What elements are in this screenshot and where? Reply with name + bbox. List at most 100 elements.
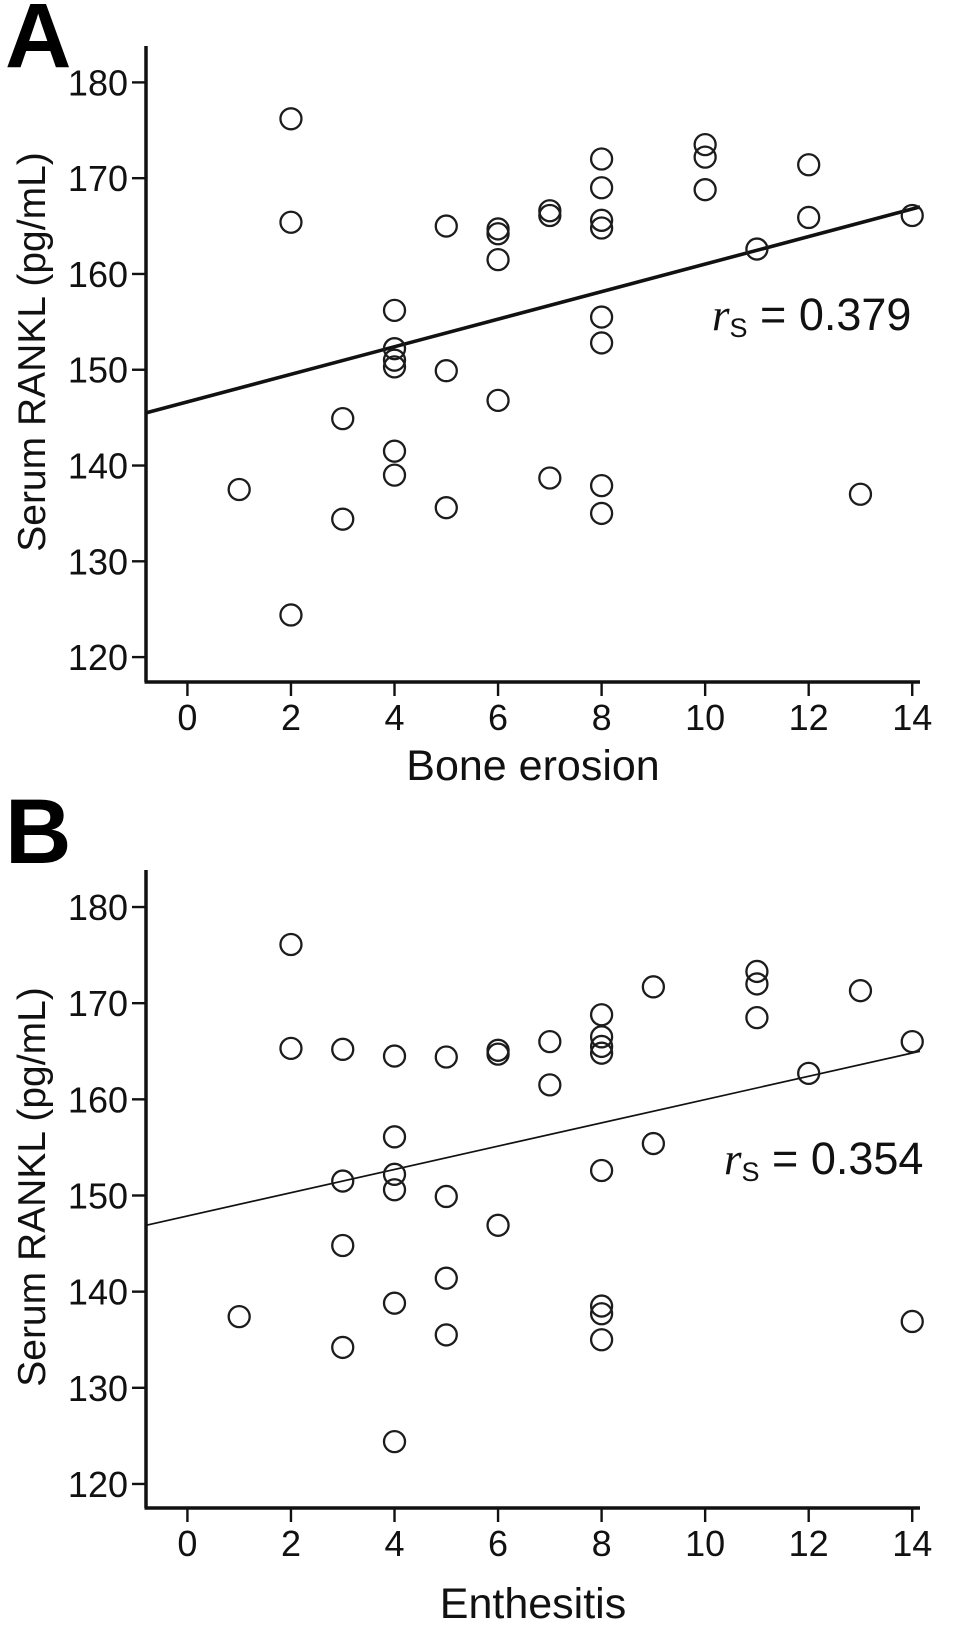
data-point <box>900 1029 924 1054</box>
data-point <box>538 1029 562 1054</box>
y-tick-label: 150 <box>68 1175 128 1216</box>
x-tick-label: 0 <box>177 697 197 738</box>
panel-b-letter: B <box>5 781 72 883</box>
x-tick-label: 4 <box>384 1523 404 1564</box>
panel-b-y-axis-label: Serum RANKL (pg/mL) <box>11 987 54 1387</box>
data-point <box>331 507 355 531</box>
data-point <box>382 1291 407 1315</box>
panel-a-rs-value: = 0.379 <box>747 289 912 340</box>
panel-a-rs-sub: S <box>729 312 748 343</box>
data-point <box>486 247 510 272</box>
data-point <box>382 439 407 463</box>
data-point <box>538 1073 562 1097</box>
y-tick-label: 170 <box>68 158 128 199</box>
data-point <box>693 145 717 169</box>
x-tick-label: 8 <box>592 1523 612 1564</box>
data-point <box>641 1131 666 1156</box>
x-tick-label: 2 <box>281 1523 301 1564</box>
data-point <box>331 1037 355 1061</box>
data-point <box>486 388 510 413</box>
data-point <box>382 348 407 372</box>
data-point <box>486 222 510 246</box>
data-point <box>745 237 769 261</box>
data-point <box>797 1061 821 1086</box>
x-tick-label: 0 <box>177 1523 197 1564</box>
data-point <box>589 473 614 498</box>
x-tick-label: 10 <box>685 1523 725 1564</box>
data-point <box>279 210 303 234</box>
x-tick-label: 14 <box>892 697 932 738</box>
data-point <box>745 972 769 996</box>
data-point <box>745 959 769 984</box>
data-point <box>848 482 873 506</box>
panel-b-plot: 120 130 140 150 160 170 180 0 2 4 6 8 10 12 14 <box>68 870 932 1564</box>
data-point <box>538 466 562 490</box>
data-point <box>589 331 614 355</box>
data-point <box>589 147 614 171</box>
data-point <box>589 1025 614 1049</box>
y-tick-label: 170 <box>68 983 128 1024</box>
x-tick-label: 4 <box>384 697 404 738</box>
x-tick-label: 14 <box>892 1523 932 1564</box>
panel-b-x-axis-label: Enthesitis <box>439 1580 627 1628</box>
regression-line <box>145 1050 921 1227</box>
x-tick-label: 6 <box>488 1523 508 1564</box>
data-point <box>382 1178 407 1202</box>
panel-a-letter: A <box>5 0 72 87</box>
data-point <box>589 176 614 200</box>
data-point <box>331 406 355 431</box>
data-point <box>227 1304 251 1329</box>
data-point <box>900 203 924 228</box>
data-point <box>589 501 614 526</box>
panel-b-rs-sub: S <box>741 1156 760 1187</box>
data-point <box>486 1042 510 1066</box>
y-tick-label: 140 <box>68 446 128 487</box>
x-tick-label: 2 <box>281 697 301 738</box>
y-tick-label: 180 <box>68 62 128 103</box>
data-point <box>434 496 458 520</box>
data-point <box>279 603 303 627</box>
data-point <box>797 205 821 230</box>
data-point <box>589 1302 614 1326</box>
data-point <box>382 1430 407 1454</box>
data-point <box>434 1323 458 1347</box>
data-point <box>331 1169 355 1193</box>
data-point <box>434 1184 458 1209</box>
data-point <box>589 1328 614 1352</box>
panel-b-rs-value: = 0.354 <box>759 1133 924 1184</box>
y-tick-label: 130 <box>68 1368 128 1409</box>
data-point <box>382 355 407 379</box>
data-point <box>589 1158 614 1183</box>
data-point <box>279 107 303 131</box>
data-point <box>382 298 407 323</box>
x-tick-label: 12 <box>789 1523 829 1564</box>
data-point <box>331 1335 355 1360</box>
data-point <box>434 359 458 383</box>
data-point <box>382 1044 407 1068</box>
data-point <box>641 975 666 999</box>
data-point <box>848 979 873 1003</box>
panel-a-y-axis-label: Serum RANKL (pg/mL) <box>11 152 54 552</box>
data-point <box>589 208 614 232</box>
y-tick-label: 130 <box>68 541 128 582</box>
data-point <box>797 153 821 177</box>
y-tick-label: 120 <box>68 637 128 678</box>
y-tick-label: 180 <box>68 887 128 928</box>
x-tick-label: 8 <box>592 697 612 738</box>
panel-b-correlation-annotation: rS = 0.354 <box>724 1136 923 1186</box>
data-point <box>589 1041 614 1065</box>
regression-line <box>145 205 921 415</box>
data-point <box>331 1233 355 1258</box>
data-point <box>486 1213 510 1237</box>
data-point <box>589 1034 614 1059</box>
data-point <box>227 477 251 502</box>
y-tick-label: 150 <box>68 350 128 391</box>
data-point <box>382 337 407 361</box>
data-point <box>589 1294 614 1318</box>
y-tick-label: 140 <box>68 1272 128 1313</box>
data-point <box>745 1005 769 1030</box>
panel-b-rs-var: r <box>724 1134 742 1184</box>
data-point <box>434 1266 458 1290</box>
